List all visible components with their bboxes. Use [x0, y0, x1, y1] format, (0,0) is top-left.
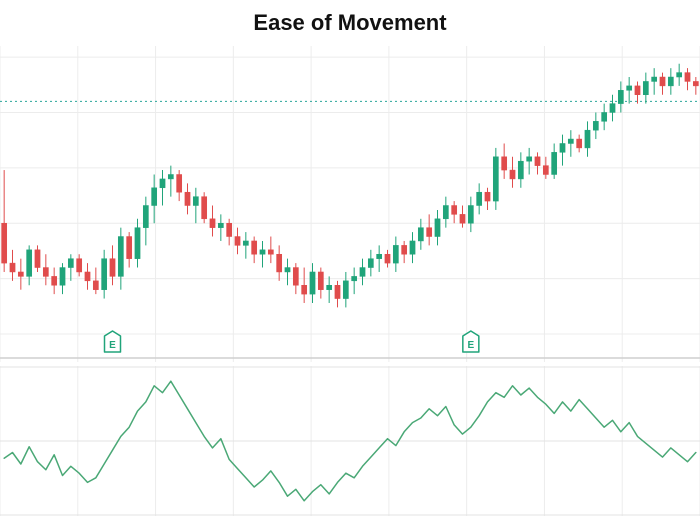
candle — [302, 285, 307, 294]
candle — [52, 276, 57, 285]
candle — [610, 104, 615, 113]
candle — [218, 223, 223, 227]
candle — [10, 263, 15, 272]
candle — [168, 174, 173, 178]
candle — [485, 192, 490, 201]
candle — [327, 285, 332, 289]
candle — [227, 223, 232, 236]
candle — [285, 268, 290, 272]
candle — [343, 281, 348, 299]
candle — [193, 197, 198, 206]
candle — [68, 259, 73, 268]
chart-container: EEEE — [0, 42, 700, 516]
price-candlestick-panel: EEEE — [0, 42, 700, 362]
event-badge: EE — [105, 331, 121, 352]
event-badge: EE — [463, 331, 479, 352]
candle — [377, 254, 382, 258]
candle — [418, 228, 423, 241]
candle — [318, 272, 323, 290]
candle — [560, 143, 565, 152]
candle — [335, 285, 340, 298]
candle — [85, 272, 90, 281]
candle — [27, 250, 32, 277]
candle — [677, 73, 682, 77]
candle — [510, 170, 515, 179]
candle — [202, 197, 207, 219]
candle — [35, 250, 40, 268]
svg-text:E: E — [467, 340, 474, 351]
candle — [643, 81, 648, 94]
candle — [118, 237, 123, 277]
candle — [627, 86, 632, 90]
candle — [293, 268, 298, 286]
candle — [693, 81, 698, 85]
candle — [235, 237, 240, 246]
candle — [443, 206, 448, 219]
candle — [143, 206, 148, 228]
candle — [593, 121, 598, 130]
candle — [452, 206, 457, 215]
candle — [685, 73, 690, 82]
candle — [568, 139, 573, 143]
candle — [277, 254, 282, 272]
candle — [552, 152, 557, 174]
chart-title: Ease of Movement — [0, 0, 700, 42]
candle — [493, 157, 498, 201]
candle — [210, 219, 215, 228]
candle — [518, 161, 523, 179]
candle — [93, 281, 98, 290]
candle — [668, 77, 673, 86]
candle — [2, 223, 7, 263]
candle — [427, 228, 432, 237]
candle — [385, 254, 390, 263]
candle — [152, 188, 157, 206]
candle — [527, 157, 532, 161]
candle — [535, 157, 540, 166]
candle — [135, 228, 140, 259]
candle — [502, 157, 507, 170]
candle — [185, 192, 190, 205]
candle — [110, 259, 115, 277]
candle — [260, 250, 265, 254]
candle — [577, 139, 582, 148]
candle — [252, 241, 257, 254]
candle — [543, 166, 548, 175]
candle — [618, 90, 623, 103]
candle — [393, 245, 398, 263]
candle — [435, 219, 440, 237]
candle — [77, 259, 82, 272]
candle — [585, 130, 590, 148]
candle — [60, 268, 65, 286]
candle — [360, 268, 365, 277]
candle — [468, 206, 473, 224]
candle — [102, 259, 107, 290]
candle — [652, 77, 657, 81]
candle — [352, 276, 357, 280]
candle — [477, 192, 482, 205]
candle — [18, 272, 23, 276]
candle — [660, 77, 665, 86]
candle — [368, 259, 373, 268]
candle — [410, 241, 415, 254]
candle — [43, 268, 48, 277]
candle — [602, 112, 607, 121]
candle — [177, 174, 182, 192]
candle — [160, 179, 165, 188]
candle — [127, 237, 132, 259]
ease-of-movement-indicator-panel — [0, 366, 700, 516]
candle — [402, 245, 407, 254]
candle — [310, 272, 315, 294]
candle — [243, 241, 248, 245]
candle — [635, 86, 640, 95]
candle — [268, 250, 273, 254]
candle — [460, 214, 465, 223]
svg-text:E: E — [109, 340, 116, 351]
